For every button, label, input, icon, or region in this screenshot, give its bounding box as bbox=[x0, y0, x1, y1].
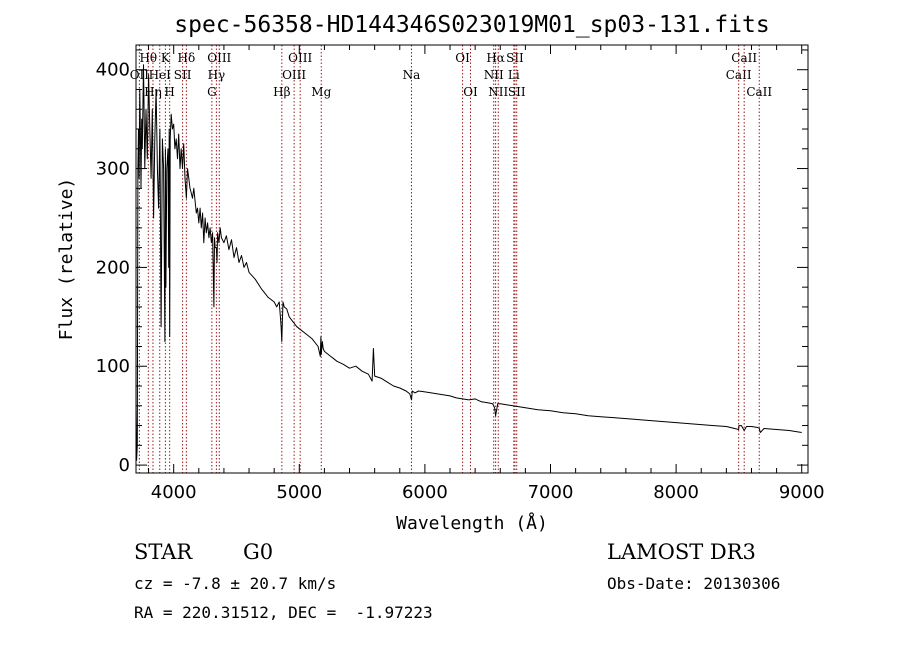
y-tick-label-0: 0 bbox=[119, 455, 130, 476]
line-label-7: Hδ bbox=[178, 51, 196, 65]
line-label-25: CaII bbox=[731, 51, 757, 65]
line-label-1: Hθ bbox=[139, 51, 157, 65]
line-label-2: Hη bbox=[144, 85, 162, 99]
line-label-8: G bbox=[207, 85, 217, 99]
x-tick-label-4: 8000 bbox=[653, 482, 699, 503]
x-axis-label: Wavelength (Å) bbox=[396, 512, 548, 534]
line-label-0: OII bbox=[130, 68, 150, 82]
line-label-13: OIII bbox=[288, 51, 312, 65]
y-tick-label-2: 200 bbox=[96, 257, 130, 278]
redshift-info: cz = -7.8 ± 20.7 km/s bbox=[134, 574, 337, 593]
line-label-22: SII bbox=[506, 51, 524, 65]
x-tick-label-2: 6000 bbox=[402, 482, 448, 503]
line-label-6: SII bbox=[174, 68, 192, 82]
y-tick-label-3: 300 bbox=[96, 159, 130, 180]
y-axis-label: Flux (relative) bbox=[56, 178, 77, 341]
spectrum-series-0 bbox=[135, 64, 802, 461]
plot-area: OIIHθHηHeIKHSIIHδGHγOIIIHβOIIIOIIIMgNaOI… bbox=[96, 45, 825, 503]
y-tick-label-4: 400 bbox=[96, 60, 130, 81]
line-label-14: Mg bbox=[311, 85, 331, 99]
line-label-23: SII bbox=[508, 85, 526, 99]
line-label-3: HeI bbox=[149, 68, 172, 82]
line-label-19: Hα bbox=[486, 51, 505, 65]
line-label-26: CaII bbox=[746, 85, 772, 99]
line-label-18: NII bbox=[484, 68, 504, 82]
survey-label: LAMOST DR3 bbox=[607, 540, 756, 564]
line-label-4: K bbox=[161, 51, 171, 65]
x-tick-label-3: 7000 bbox=[528, 482, 574, 503]
line-label-20: NII bbox=[488, 85, 508, 99]
line-label-15: Na bbox=[403, 68, 421, 82]
line-label-5: H bbox=[164, 85, 174, 99]
y-tick-label-1: 100 bbox=[96, 356, 130, 377]
line-label-21: Li bbox=[508, 68, 520, 82]
object-class: STAR bbox=[134, 540, 193, 564]
x-tick-label-1: 5000 bbox=[276, 482, 322, 503]
obs-date: Obs-Date: 20130306 bbox=[607, 574, 781, 593]
line-label-16: OI bbox=[455, 51, 470, 65]
line-label-24: CaII bbox=[726, 68, 752, 82]
x-tick-label-5: 9000 bbox=[779, 482, 825, 503]
coordinates: RA = 220.31512, DEC = -1.97223 bbox=[134, 603, 433, 622]
line-label-17: OI bbox=[463, 85, 478, 99]
chart-title: spec-56358-HD144346S023019M01_sp03-131.f… bbox=[174, 12, 769, 38]
x-tick-label-0: 4000 bbox=[151, 482, 197, 503]
plot-frame bbox=[135, 44, 809, 474]
line-label-10: OIII bbox=[207, 51, 231, 65]
line-label-12: OIII bbox=[282, 68, 306, 82]
line-label-9: Hγ bbox=[208, 68, 226, 82]
object-subclass: G0 bbox=[243, 540, 274, 564]
line-label-11: Hβ bbox=[273, 85, 290, 99]
